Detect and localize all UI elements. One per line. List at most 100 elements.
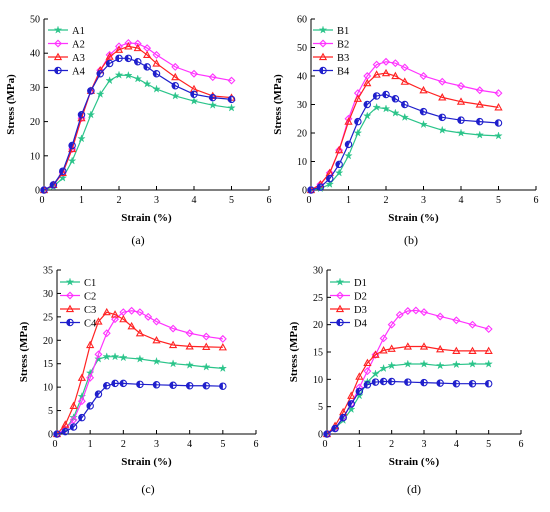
data-point <box>484 359 493 368</box>
data-point <box>391 71 400 80</box>
data-point <box>202 332 211 341</box>
data-point <box>103 381 111 390</box>
data-point <box>395 310 404 319</box>
data-point <box>468 320 477 329</box>
data-point <box>94 350 103 359</box>
legend-label: C1 <box>84 278 96 289</box>
data-point <box>69 401 78 409</box>
data-point <box>316 183 325 191</box>
x-axis-title: Strain (%) <box>389 456 440 468</box>
data-point <box>105 59 114 68</box>
y-tick-label: 10 <box>30 151 40 162</box>
x-tick-label: 2 <box>389 439 394 450</box>
x-tick-label: 5 <box>220 439 225 450</box>
data-point <box>334 145 344 154</box>
data-point <box>438 77 447 86</box>
series-C4 <box>53 379 227 438</box>
data-point <box>40 186 48 194</box>
data-point <box>77 397 86 406</box>
x-axis-title: Strain (%) <box>121 212 172 224</box>
legend-label: D1 <box>354 278 367 289</box>
data-point <box>133 74 142 83</box>
y-tick-label: 30 <box>313 266 323 277</box>
legend-marker <box>54 66 62 75</box>
series-C1 <box>52 352 228 438</box>
data-point <box>452 316 461 325</box>
y-tick-label: 15 <box>43 359 53 370</box>
y-axis-title: Stress (MPa) <box>288 321 300 382</box>
legend-label: A3 <box>72 53 85 64</box>
y-tick-label: 0 <box>35 186 40 197</box>
x-tick-label: 1 <box>346 195 351 206</box>
data-point <box>387 320 396 329</box>
data-point <box>171 81 180 90</box>
data-point <box>355 387 364 396</box>
y-tick-label: 20 <box>297 129 307 140</box>
data-point <box>133 39 142 48</box>
data-point <box>339 413 347 422</box>
legend-label: C2 <box>84 291 96 302</box>
data-point <box>355 372 364 380</box>
y-tick-label: 15 <box>313 348 323 359</box>
x-tick-label: 3 <box>422 439 427 450</box>
chart-c: 0 5 10 15 20 25 30 35 1 2 3 4 5 6 0 Strain (%) Stress (M… <box>18 266 259 497</box>
legend-marker <box>318 25 328 34</box>
data-point <box>438 113 446 122</box>
y-tick-label: 20 <box>30 117 40 128</box>
data-point <box>114 45 124 53</box>
data-point <box>403 359 413 368</box>
data-point <box>134 57 142 66</box>
data-point <box>111 379 119 388</box>
data-point <box>202 342 211 350</box>
data-point <box>400 63 409 72</box>
data-point <box>219 382 227 390</box>
data-point <box>382 90 390 99</box>
data-point <box>403 307 412 315</box>
data-point <box>119 353 128 362</box>
data-point <box>452 346 461 355</box>
data-point <box>335 160 343 169</box>
data-point <box>475 130 484 139</box>
legend-label: D3 <box>354 305 367 316</box>
legend-marker <box>66 318 74 327</box>
data-point <box>208 73 217 82</box>
data-point <box>227 76 236 85</box>
legend-marker <box>53 25 63 34</box>
data-point <box>372 70 381 78</box>
data-point <box>420 308 428 317</box>
legend-label: D2 <box>354 291 367 302</box>
data-point <box>115 54 123 63</box>
series-line <box>326 309 489 435</box>
data-point <box>169 381 177 390</box>
data-point <box>475 100 484 108</box>
data-point <box>419 85 428 94</box>
series-A4 <box>40 54 236 194</box>
data-point <box>152 335 161 344</box>
y-tick-label: 25 <box>313 293 323 304</box>
data-point <box>102 307 111 316</box>
data-point <box>457 81 465 90</box>
panel-label: (d) <box>407 482 421 496</box>
y-tick-label: 30 <box>30 83 40 94</box>
series-A3 <box>39 42 236 194</box>
data-point <box>372 60 381 69</box>
data-point <box>379 334 388 343</box>
data-point <box>400 112 409 121</box>
data-point <box>94 354 103 363</box>
panel-label: (a) <box>131 233 144 247</box>
chart-a: 0 10 20 30 40 50 1 2 3 4 5 6 0 Strain (%) Stress (MPa)… <box>5 15 272 248</box>
y-tick-label: 10 <box>43 383 53 394</box>
data-point <box>69 415 78 424</box>
y-axis-title: Stress (MPa) <box>5 74 17 135</box>
data-point <box>331 424 339 433</box>
y-tick-label: 50 <box>30 15 40 26</box>
series-B3 <box>306 68 503 194</box>
data-point <box>202 362 211 371</box>
data-point <box>438 125 447 134</box>
x-tick-label: 2 <box>121 439 126 450</box>
data-point <box>403 342 412 350</box>
x-tick-label: 3 <box>154 195 159 206</box>
series-line <box>56 311 223 435</box>
data-point <box>456 97 466 105</box>
